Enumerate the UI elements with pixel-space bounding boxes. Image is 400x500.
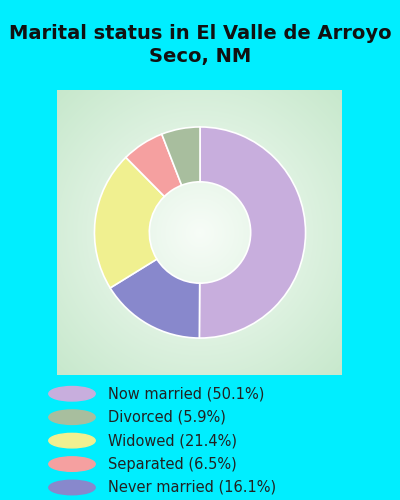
Text: Never married (16.1%): Never married (16.1%) xyxy=(108,480,276,495)
Text: Marital status in El Valle de Arroyo
Seco, NM: Marital status in El Valle de Arroyo Sec… xyxy=(9,24,391,66)
Circle shape xyxy=(49,386,95,401)
Wedge shape xyxy=(162,127,200,186)
Circle shape xyxy=(49,457,95,471)
Wedge shape xyxy=(110,259,200,338)
Wedge shape xyxy=(94,158,164,288)
Circle shape xyxy=(49,410,95,424)
Text: Now married (50.1%): Now married (50.1%) xyxy=(108,386,264,401)
Circle shape xyxy=(49,480,95,495)
Circle shape xyxy=(49,434,95,448)
Text: Separated (6.5%): Separated (6.5%) xyxy=(108,456,237,471)
Text: Widowed (21.4%): Widowed (21.4%) xyxy=(108,433,237,448)
Wedge shape xyxy=(199,127,306,338)
Wedge shape xyxy=(126,134,182,196)
Text: Divorced (5.9%): Divorced (5.9%) xyxy=(108,410,226,424)
